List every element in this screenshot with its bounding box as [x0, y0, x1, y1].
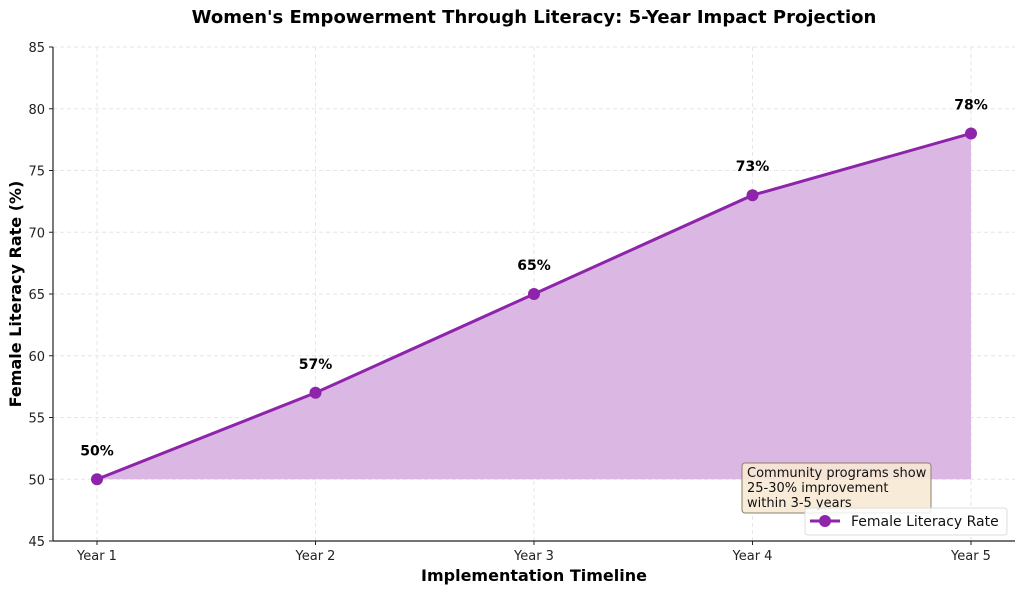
legend: Female Literacy Rate — [804, 507, 1008, 536]
x-tick-label: Year 3 — [513, 549, 554, 564]
data-points — [91, 127, 977, 486]
data-point — [528, 288, 540, 300]
x-tick-label: Year 2 — [295, 549, 336, 564]
y-tick-label: 60 — [28, 350, 45, 365]
data-point — [965, 127, 977, 140]
data-point — [91, 473, 103, 486]
y-tick-label: 80 — [28, 103, 45, 118]
y-tick-label: 85 — [28, 41, 45, 56]
data-label: 65% — [517, 258, 551, 274]
y-tick-label: 55 — [28, 412, 45, 427]
y-ticks: 45 50 55 60 65 70 75 80 85 — [28, 41, 53, 550]
data-point — [746, 189, 759, 202]
x-axis-label: Implementation Timeline — [421, 566, 647, 585]
x-tick-label: Year 4 — [732, 549, 773, 564]
x-ticks: Year 1 Year 2 Year 3 Year 4 Year 5 — [76, 541, 991, 564]
y-tick-label: 70 — [28, 226, 45, 241]
data-label: 50% — [80, 443, 114, 459]
y-tick-label: 45 — [28, 535, 45, 550]
data-label: 78% — [954, 97, 988, 113]
legend-marker-icon — [819, 515, 831, 527]
data-label: 57% — [299, 357, 333, 373]
x-tick-label: Year 5 — [950, 549, 991, 564]
data-labels: 50% 57% 65% 73% 78% — [80, 97, 988, 459]
y-tick-label: 50 — [28, 473, 45, 488]
data-label: 73% — [736, 159, 770, 175]
data-point — [309, 386, 322, 399]
y-tick-label: 65 — [28, 288, 45, 303]
legend-label: Female Literacy Rate — [851, 514, 999, 530]
y-tick-label: 75 — [28, 165, 45, 180]
x-tick-label: Year 1 — [76, 549, 117, 564]
y-axis-label: Female Literacy Rate (%) — [6, 181, 25, 408]
chart-title: Women's Empowerment Through Literacy: 5-… — [192, 7, 877, 28]
annotation-box: Community programs show 25-30% improvemen… — [741, 462, 932, 514]
